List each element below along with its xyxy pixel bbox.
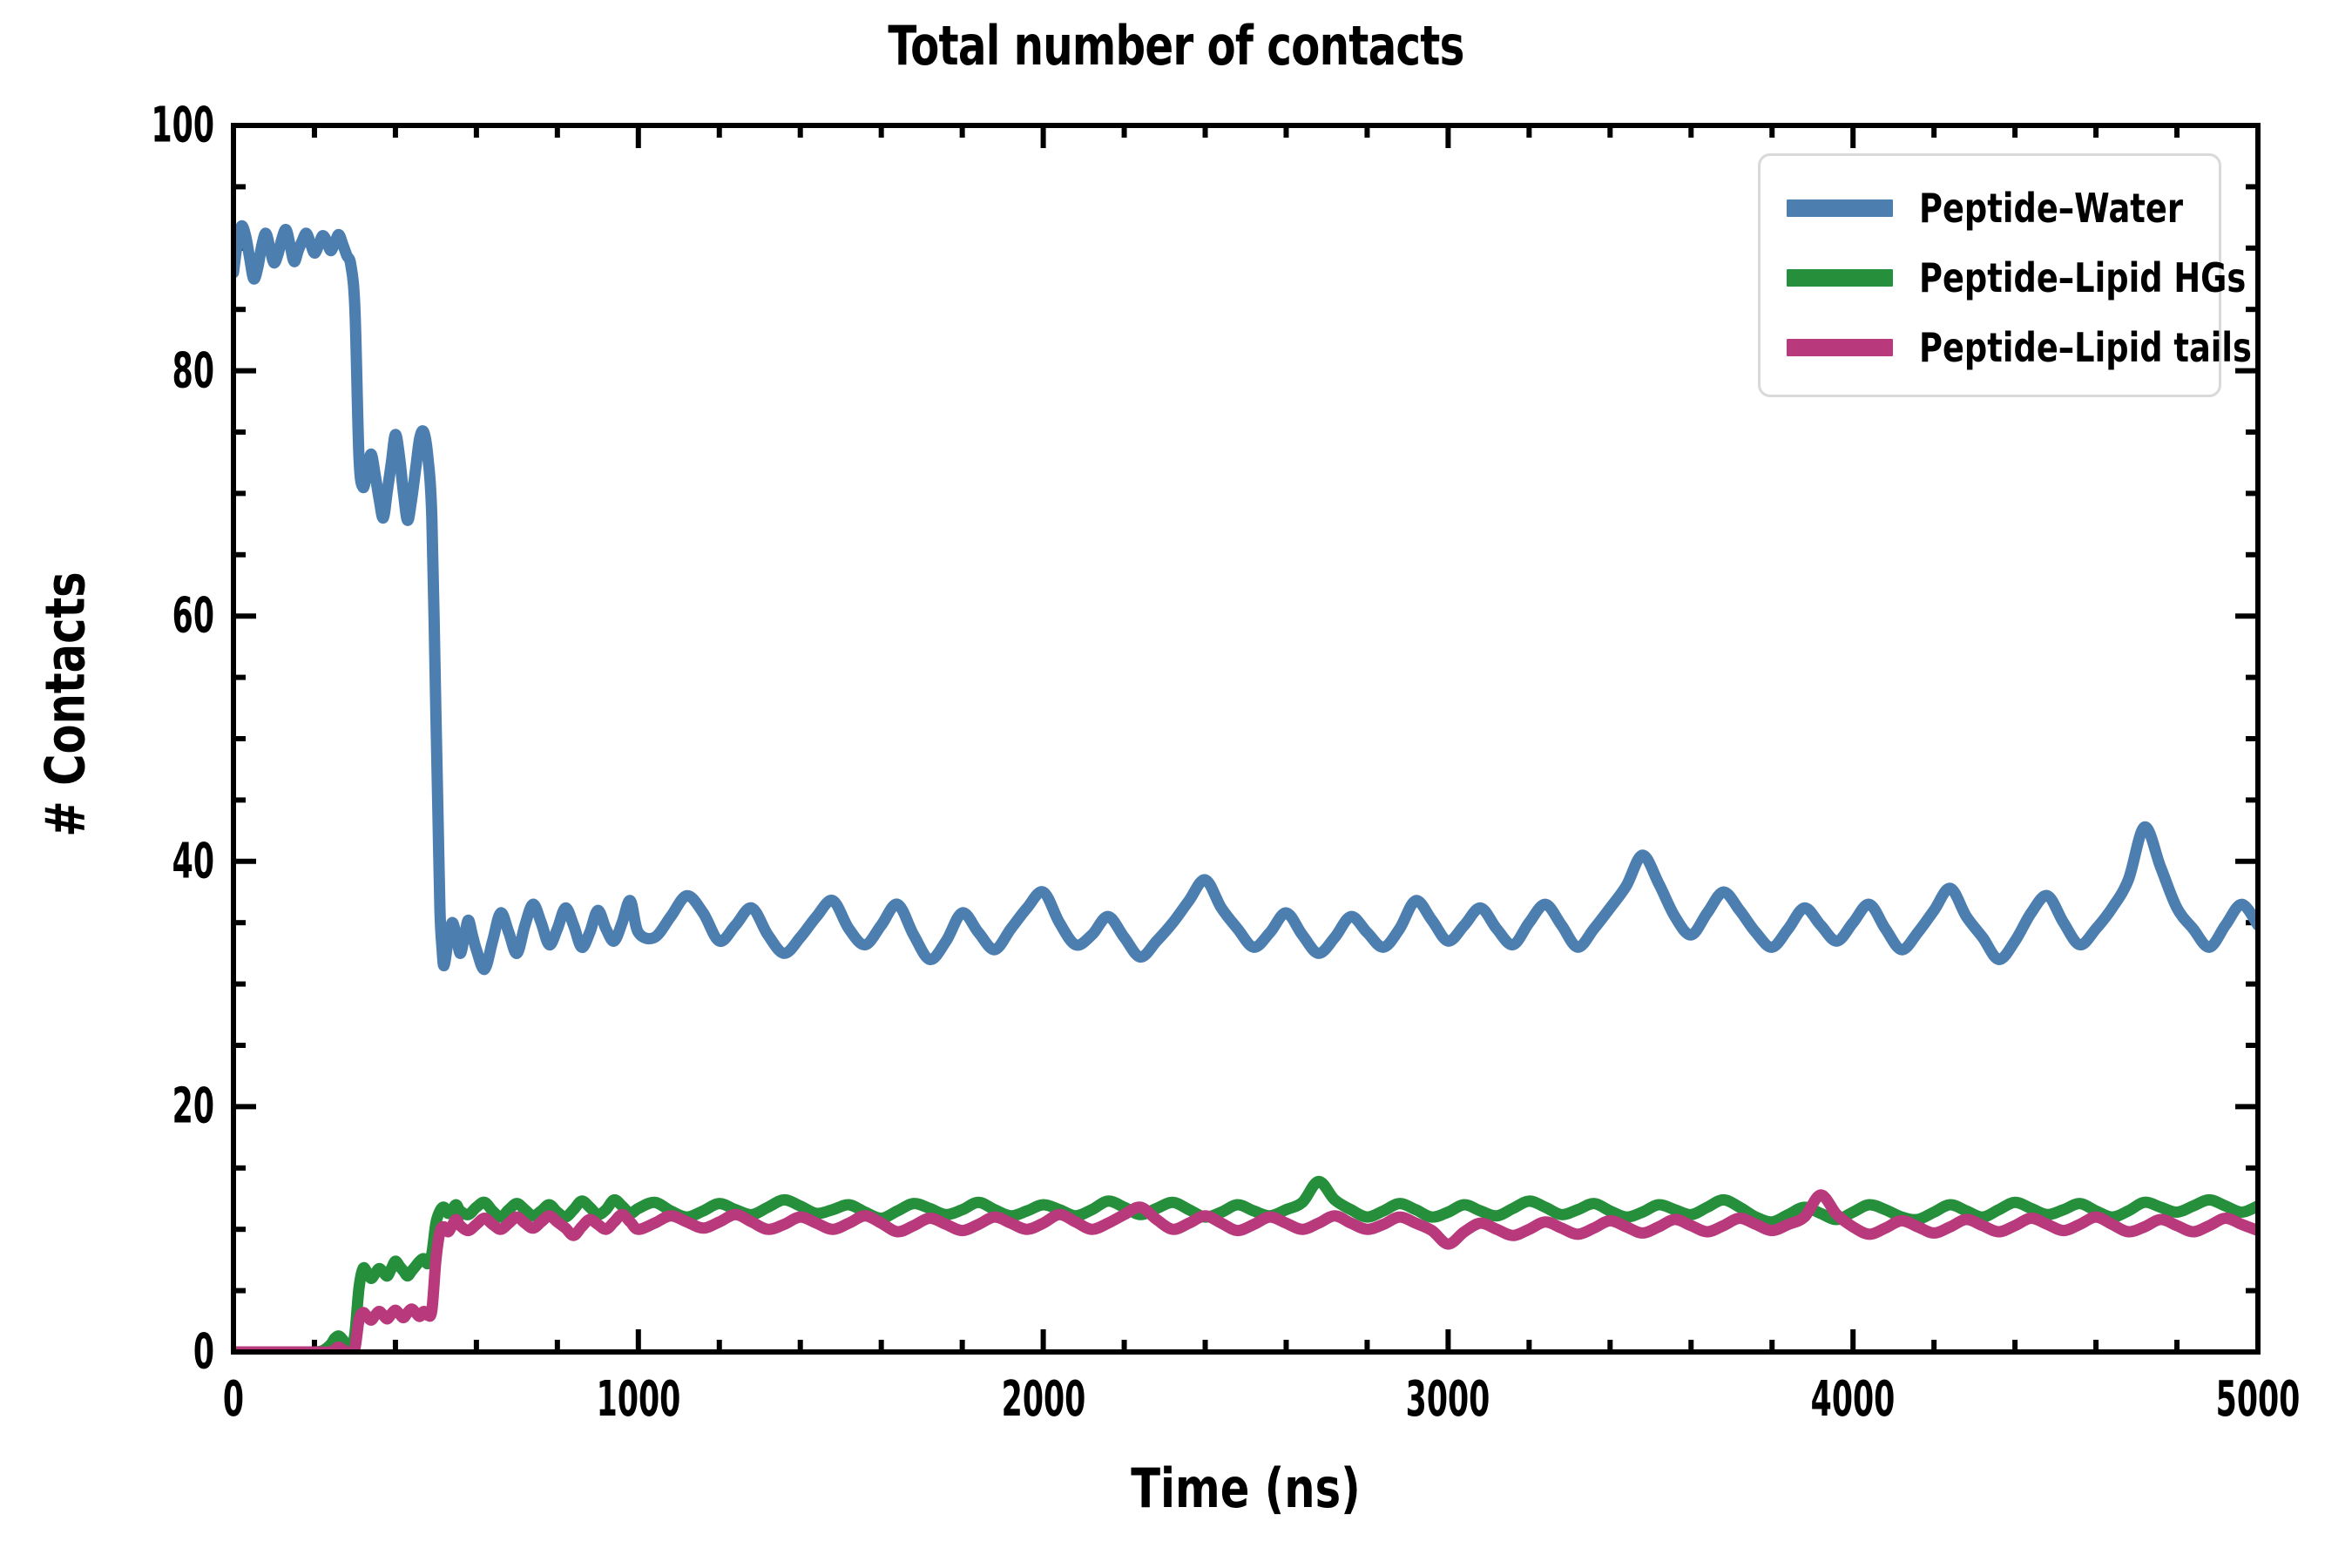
x-axis-label: Time (ns) (1131, 1456, 1361, 1520)
legend-color-swatch (1787, 269, 1893, 287)
legend-label: Peptide–Water (1919, 185, 2183, 232)
x-tick-label: 0 (222, 1371, 245, 1428)
legend-color-swatch (1787, 199, 1893, 217)
legend-item[interactable]: Peptide–Lipid tails (1761, 316, 2252, 379)
x-tick-label: 1000 (596, 1371, 681, 1428)
y-tick-label: 20 (172, 1078, 214, 1135)
y-tick-label: 0 (193, 1323, 214, 1381)
legend-label: Peptide–Lipid HGs (1919, 254, 2247, 301)
y-tick-label: 80 (172, 342, 214, 400)
y-tick-label: 60 (172, 587, 214, 645)
data-lines (236, 220, 2255, 1349)
legend: Peptide–Water Peptide–Lipid HGs Peptide–Li… (1758, 153, 2252, 397)
legend-label: Peptide–Lipid tails (1919, 324, 2252, 371)
x-tick-label: 5000 (2215, 1371, 2301, 1428)
legend-item[interactable]: Peptide–Lipid HGs (1761, 247, 2246, 309)
y-tick-label: 100 (151, 97, 214, 154)
legend-color-swatch (1787, 339, 1893, 356)
x-tick-label: 3000 (1406, 1371, 1490, 1428)
tick-marks (231, 123, 2261, 1355)
chart-title: Total number of contacts (888, 14, 1464, 78)
y-tick-label: 40 (172, 833, 214, 890)
legend-item[interactable]: Peptide–Water (1761, 177, 2219, 240)
x-tick-label: 2000 (1001, 1371, 1085, 1428)
x-tick-label: 4000 (1810, 1371, 1896, 1428)
